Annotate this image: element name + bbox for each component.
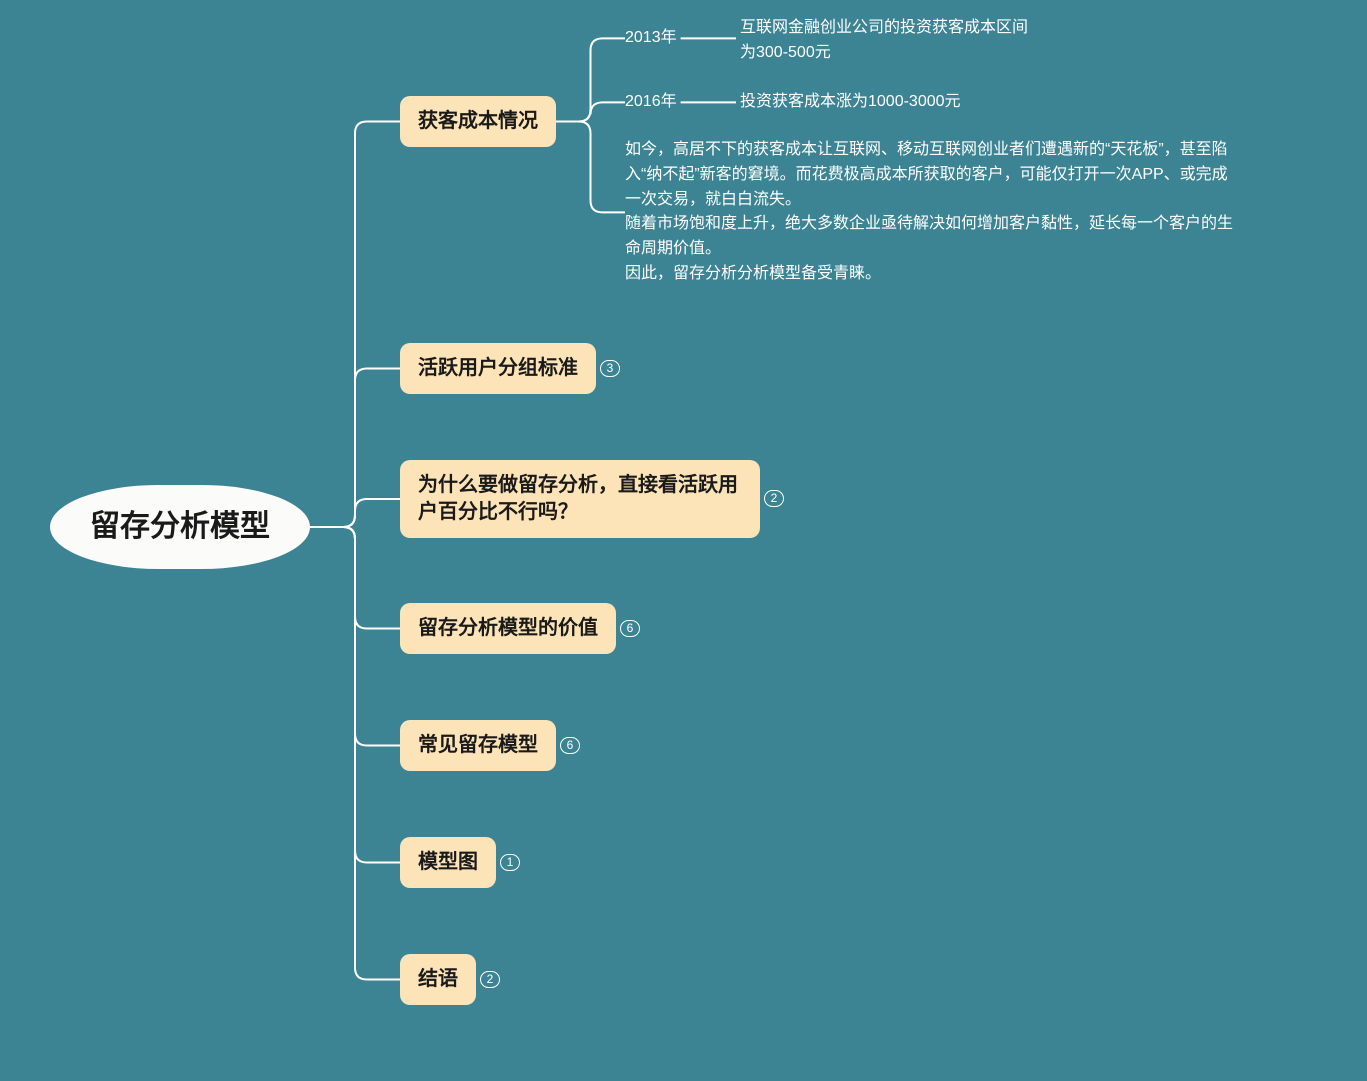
root-node[interactable]: 留存分析模型 [50,485,310,569]
branch-badge: 1 [500,854,520,871]
leaf-2013: 2013年 [625,26,677,51]
branch-acquisition-cost[interactable]: 获客成本情况 [400,96,556,147]
branch-common-models[interactable]: 常见留存模型 [400,720,556,771]
branch-why-retention[interactable]: 为什么要做留存分析，直接看活跃用 户百分比不行吗？ [400,460,760,538]
branch-badge: 2 [764,490,784,507]
mindmap-canvas: 留存分析模型 获客成本情况 活跃用户分组标准 3 为什么要做留存分析，直接看活跃… [0,0,1367,1081]
branch-badge: 3 [600,360,620,377]
branch-conclusion[interactable]: 结语 [400,954,476,1005]
branch-active-user-grouping[interactable]: 活跃用户分组标准 [400,343,596,394]
leaf-2013-detail: 互联网金融创业公司的投资获客成本区间 为300-500元 [740,16,1140,66]
branch-badge: 6 [560,737,580,754]
leaf-summary-text: 如今，高居不下的获客成本让互联网、移动互联网创业者们遭遇新的“天花板”，甚至陷入… [625,138,1235,287]
branch-badge: 6 [620,620,640,637]
branch-badge: 2 [480,971,500,988]
leaf-2016: 2016年 [625,90,677,115]
branch-model-chart[interactable]: 模型图 [400,837,496,888]
branch-model-value[interactable]: 留存分析模型的价值 [400,603,616,654]
leaf-2016-detail: 投资获客成本涨为1000-3000元 [740,90,1140,115]
